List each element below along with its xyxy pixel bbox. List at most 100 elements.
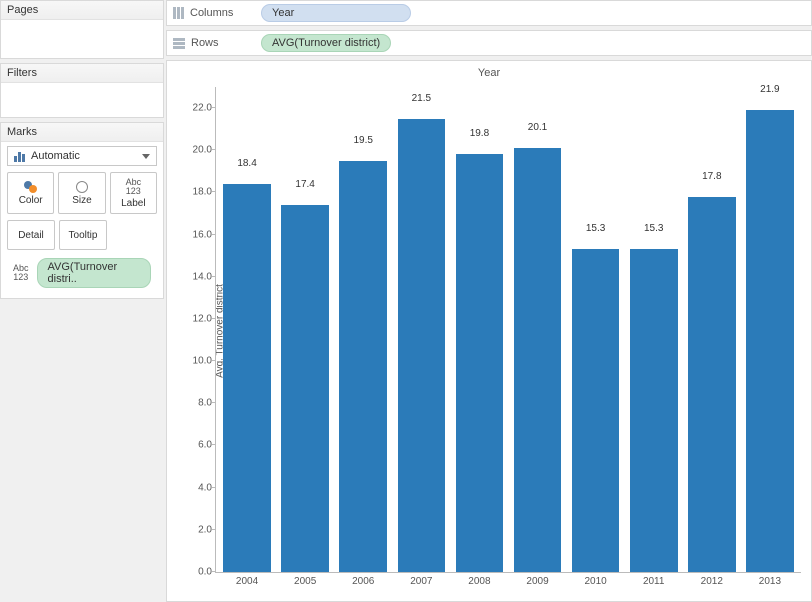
- rows-icon: [173, 38, 185, 49]
- bar-value-label: 15.3: [644, 223, 663, 236]
- x-tick-label: 2011: [625, 572, 683, 587]
- bar-value-label: 19.5: [354, 135, 373, 148]
- filters-panel: Filters: [0, 63, 164, 118]
- chevron-down-icon: [142, 154, 150, 159]
- bar[interactable]: [281, 205, 329, 572]
- marks-size-label: Size: [72, 195, 91, 206]
- pages-header: Pages: [1, 1, 163, 20]
- bar[interactable]: [339, 161, 387, 572]
- x-tick-label: 2005: [276, 572, 334, 587]
- bar-wrap: 19.52006: [334, 87, 392, 572]
- bar-value-label: 20.1: [528, 122, 547, 135]
- y-tick-label: 4.0: [182, 482, 212, 493]
- marks-detail-label: Detail: [18, 230, 44, 241]
- y-tick-label: 16.0: [182, 229, 212, 240]
- bar[interactable]: [223, 184, 271, 572]
- y-tick-mark: [212, 571, 216, 572]
- y-tick-label: 12.0: [182, 313, 212, 324]
- x-tick-label: 2013: [741, 572, 799, 587]
- x-tick-label: 2007: [392, 572, 450, 587]
- marks-label-button[interactable]: Abc123 Label: [110, 172, 157, 214]
- pages-panel: Pages: [0, 0, 164, 59]
- x-tick-label: 2010: [567, 572, 625, 587]
- color-icon: [24, 181, 38, 193]
- pages-body[interactable]: [1, 20, 163, 58]
- marks-panel: Marks Automatic Color Size Abc123 Label: [0, 122, 164, 299]
- bar-wrap: 17.42005: [276, 87, 334, 572]
- y-tick-label: 18.0: [182, 187, 212, 198]
- marks-color-label: Color: [19, 195, 43, 206]
- columns-pill-year[interactable]: Year: [261, 4, 411, 22]
- y-tick-label: 2.0: [182, 524, 212, 535]
- y-tick-mark: [212, 487, 216, 488]
- bar-chart-icon: [14, 151, 25, 162]
- marks-pill-row[interactable]: Abc 123 AVG(Turnover distri..: [7, 256, 157, 290]
- x-tick-label: 2008: [450, 572, 508, 587]
- bar-wrap: 21.52007: [392, 87, 450, 572]
- bar[interactable]: [572, 249, 620, 572]
- y-tick-label: 22.0: [182, 103, 212, 114]
- label-icon: Abc123: [126, 178, 142, 196]
- marks-type-label: Automatic: [31, 150, 80, 162]
- y-tick-mark: [212, 149, 216, 150]
- bar-wrap: 17.82012: [683, 87, 741, 572]
- bar-wrap: 18.42004: [218, 87, 276, 572]
- filters-body[interactable]: [1, 83, 163, 117]
- marks-tooltip-button[interactable]: Tooltip: [59, 220, 107, 250]
- bar-wrap: 20.12009: [508, 87, 566, 572]
- marks-type-dropdown[interactable]: Automatic: [7, 146, 157, 166]
- bar-wrap: 15.32011: [625, 87, 683, 572]
- bar-wrap: 19.82008: [450, 87, 508, 572]
- y-tick-label: 8.0: [182, 398, 212, 409]
- y-tick-label: 14.0: [182, 271, 212, 282]
- y-tick-label: 20.0: [182, 145, 212, 156]
- chart-plot: 18.4200417.4200519.5200621.5200719.82008…: [215, 87, 801, 573]
- bar-value-label: 17.4: [295, 179, 314, 192]
- text-mark-icon: Abc 123: [13, 264, 29, 282]
- bar[interactable]: [746, 110, 794, 572]
- bar-value-label: 18.4: [237, 158, 256, 171]
- rows-shelf[interactable]: Rows AVG(Turnover district): [166, 30, 812, 56]
- columns-shelf[interactable]: Columns Year: [166, 0, 812, 26]
- chart-area: 18.4200417.4200519.5200621.5200719.82008…: [215, 87, 801, 573]
- y-tick-mark: [212, 107, 216, 108]
- marks-pill-turnover[interactable]: AVG(Turnover distri..: [37, 258, 151, 288]
- chart-bars: 18.4200417.4200519.5200621.5200719.82008…: [216, 87, 801, 572]
- columns-icon: [173, 7, 184, 19]
- marks-color-button[interactable]: Color: [7, 172, 54, 214]
- x-tick-label: 2009: [508, 572, 566, 587]
- size-icon: [76, 181, 88, 193]
- rows-pill-turnover[interactable]: AVG(Turnover district): [261, 34, 391, 52]
- x-tick-label: 2004: [218, 572, 276, 587]
- columns-shelf-label: Columns: [173, 7, 253, 19]
- bar-value-label: 21.5: [412, 93, 431, 106]
- bar-wrap: 15.32010: [567, 87, 625, 572]
- marks-header: Marks: [1, 123, 163, 142]
- marks-tooltip-label: Tooltip: [69, 230, 98, 241]
- x-tick-label: 2012: [683, 572, 741, 587]
- bar[interactable]: [456, 154, 504, 572]
- filters-header: Filters: [1, 64, 163, 83]
- marks-label-label: Label: [121, 198, 145, 209]
- y-tick-mark: [212, 318, 216, 319]
- bar[interactable]: [688, 197, 736, 572]
- y-tick-mark: [212, 234, 216, 235]
- bar[interactable]: [514, 148, 562, 572]
- y-tick-mark: [212, 191, 216, 192]
- bar-value-label: 21.9: [760, 84, 779, 97]
- rows-shelf-label: Rows: [173, 37, 253, 49]
- marks-size-button[interactable]: Size: [58, 172, 105, 214]
- y-tick-label: 10.0: [182, 356, 212, 367]
- bar-value-label: 17.8: [702, 171, 721, 184]
- y-tick-mark: [212, 444, 216, 445]
- bar[interactable]: [398, 119, 446, 572]
- bar-wrap: 21.92013: [741, 87, 799, 572]
- bar-value-label: 15.3: [586, 223, 605, 236]
- y-tick-label: 6.0: [182, 440, 212, 451]
- y-tick-mark: [212, 402, 216, 403]
- y-tick-mark: [212, 360, 216, 361]
- y-tick-mark: [212, 529, 216, 530]
- bar[interactable]: [630, 249, 678, 572]
- marks-detail-button[interactable]: Detail: [7, 220, 55, 250]
- chart-title: Year: [167, 61, 811, 81]
